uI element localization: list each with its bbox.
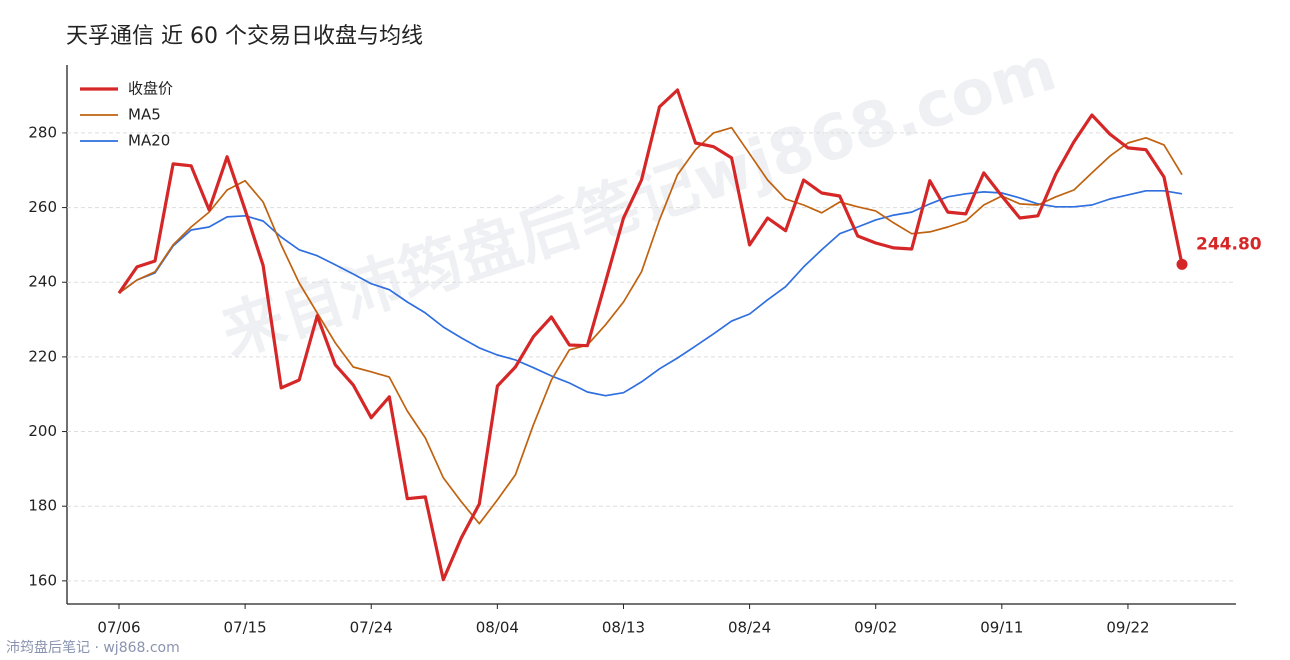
x-tick-label: 09/22 bbox=[1106, 619, 1149, 637]
x-tick-label: 07/24 bbox=[350, 619, 393, 637]
y-tick-label: 220 bbox=[28, 347, 57, 365]
x-tick-label: 08/24 bbox=[728, 619, 771, 637]
legend-label: MA20 bbox=[128, 132, 170, 150]
x-tick-label: 07/15 bbox=[224, 619, 267, 637]
value-label: 244.80 bbox=[1196, 234, 1262, 254]
y-tick-label: 200 bbox=[28, 422, 57, 440]
end-point bbox=[1176, 258, 1188, 270]
legend-label: 收盘价 bbox=[128, 80, 173, 98]
series-line bbox=[117, 88, 1184, 582]
chart-title: 天孚通信 近 60 个交易日收盘与均线 bbox=[66, 24, 423, 49]
series-line bbox=[118, 189, 1183, 397]
source: 沛筠盘后笔记 · wj868.com bbox=[6, 639, 180, 656]
y-tick-label: 240 bbox=[28, 273, 57, 291]
y-tick-label: 160 bbox=[28, 571, 57, 589]
x-tick-label: 07/06 bbox=[97, 619, 140, 637]
x-tick-label: 08/13 bbox=[602, 619, 645, 637]
y-tick-label: 260 bbox=[28, 198, 57, 216]
legend-label: MA5 bbox=[128, 106, 161, 124]
y-tick-label: 180 bbox=[28, 497, 57, 515]
x-tick-label: 08/04 bbox=[476, 619, 519, 637]
x-tick-label: 09/02 bbox=[854, 619, 897, 637]
x-tick-label: 09/11 bbox=[980, 619, 1023, 637]
y-tick-label: 280 bbox=[28, 123, 57, 141]
